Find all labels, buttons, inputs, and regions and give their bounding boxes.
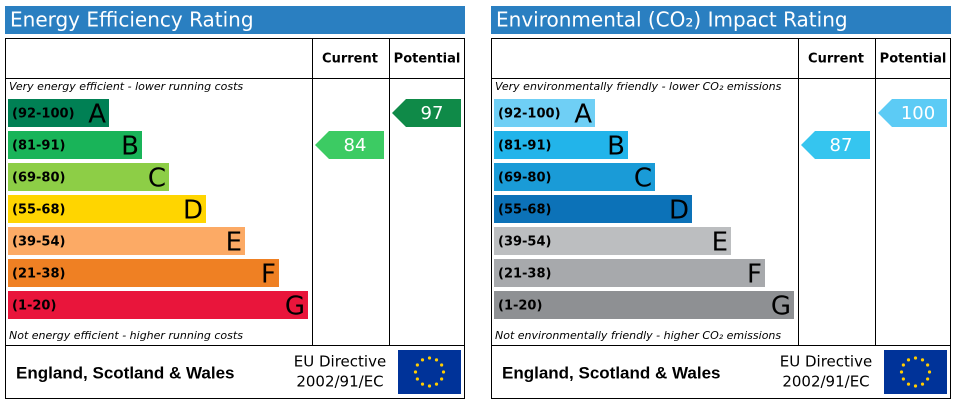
band-range: (55-68)	[12, 203, 65, 218]
band-range: (1-20)	[12, 299, 56, 314]
band-letter: C	[148, 164, 166, 194]
rating-value: 87	[830, 135, 853, 156]
eu-star	[899, 370, 904, 374]
eu-star	[906, 382, 911, 386]
band-letter: A	[574, 100, 592, 130]
band-range: (69-80)	[498, 171, 551, 186]
eu-star	[913, 356, 918, 360]
eu-star	[440, 363, 444, 367]
band-letter: E	[226, 228, 242, 258]
band-letter: F	[747, 260, 762, 290]
band-letter: C	[634, 164, 652, 194]
rating-arrow	[315, 131, 384, 159]
eu-star	[920, 382, 925, 386]
chart-title: Energy Efficiency Rating	[10, 8, 254, 32]
band-letter: A	[88, 100, 106, 130]
rating-value: 84	[344, 135, 367, 156]
rating-band	[8, 163, 169, 191]
eu-star	[927, 370, 932, 374]
eu-star	[901, 377, 905, 381]
footer-directive: EU Directive	[294, 353, 386, 371]
rating-value: 100	[901, 103, 935, 124]
band-range: (39-54)	[12, 235, 65, 250]
band-letter: E	[712, 228, 728, 258]
title-bar	[491, 6, 951, 34]
rating-band	[8, 291, 308, 319]
rating-band	[8, 195, 206, 223]
bottom-note: Not environmentally friendly - higher CO…	[495, 329, 781, 342]
rating-band	[8, 99, 109, 127]
band-range: (81-91)	[498, 139, 551, 154]
rating-band	[8, 131, 142, 159]
rating-arrow	[392, 99, 461, 127]
eu-star	[413, 370, 418, 374]
rating-band	[494, 227, 731, 255]
eu-star	[415, 363, 419, 367]
eu-star	[420, 358, 425, 362]
eu-star	[441, 370, 446, 374]
eu-star	[434, 358, 439, 362]
rating-arrow	[878, 99, 947, 127]
band-range: (92-100)	[498, 107, 561, 122]
band-range: (69-80)	[12, 171, 65, 186]
eu-star	[415, 377, 419, 381]
band-letter: G	[285, 292, 305, 322]
chart-title: Environmental (CO₂) Impact Rating	[496, 8, 848, 32]
bottom-note: Not energy efficient - higher running co…	[9, 329, 243, 342]
top-note: Very energy efficient - lower running co…	[9, 80, 243, 93]
eu-star	[901, 363, 905, 367]
eu-star	[420, 382, 425, 386]
eu-star	[920, 358, 925, 362]
band-range: (21-38)	[12, 267, 65, 282]
rating-band	[494, 99, 595, 127]
band-letter: B	[121, 132, 139, 162]
rating-band	[494, 131, 628, 159]
eu-star	[440, 377, 444, 381]
band-range: (55-68)	[498, 203, 551, 218]
rating-band	[494, 195, 692, 223]
band-range: (1-20)	[498, 299, 542, 314]
band-letter: D	[669, 196, 689, 226]
rating-band	[494, 291, 794, 319]
eu-star	[427, 356, 432, 360]
eu-star	[913, 384, 918, 388]
footer-directive: 2002/91/EC	[782, 373, 869, 391]
rating-band	[494, 259, 765, 287]
footer-directive: 2002/91/EC	[296, 373, 383, 391]
footer-directive: EU Directive	[780, 353, 872, 371]
column-header: Potential	[394, 52, 461, 67]
rating-band	[8, 227, 245, 255]
eu-star	[926, 377, 930, 381]
title-bar	[5, 6, 465, 34]
eu-star	[427, 384, 432, 388]
band-letter: B	[607, 132, 625, 162]
footer-region: England, Scotland & Wales	[16, 363, 235, 382]
frame	[5, 38, 465, 399]
band-range: (39-54)	[498, 235, 551, 250]
column-header: Current	[322, 52, 378, 67]
rating-arrow	[801, 131, 870, 159]
column-header: Current	[808, 52, 864, 67]
band-letter: D	[183, 196, 203, 226]
eu-star	[926, 363, 930, 367]
footer-region: England, Scotland & Wales	[502, 363, 721, 382]
rating-band	[494, 163, 655, 191]
band-range: (21-38)	[498, 267, 551, 282]
band-range: (92-100)	[12, 107, 75, 122]
rating-value: 97	[421, 103, 444, 124]
band-letter: G	[771, 292, 791, 322]
column-header: Potential	[880, 52, 947, 67]
band-letter: F	[261, 260, 276, 290]
eu-star	[906, 358, 911, 362]
frame	[491, 38, 951, 399]
eu-star	[434, 382, 439, 386]
band-range: (81-91)	[12, 139, 65, 154]
rating-band	[8, 259, 279, 287]
top-note: Very environmentally friendly - lower CO…	[495, 80, 782, 93]
